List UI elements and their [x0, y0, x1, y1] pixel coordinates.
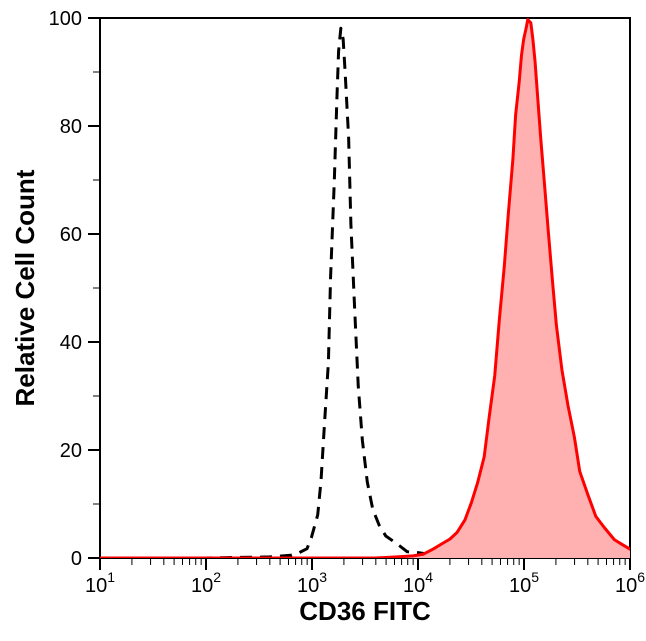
plot-svg: 101 102 103 104 105 106 CD36 FITC 0 20 40 60 80 100 R…: [0, 0, 646, 641]
y-tick-label: 0: [71, 548, 82, 570]
y-tick-label: 80: [60, 116, 82, 138]
x-tick-label: 104: [403, 569, 433, 597]
x-tick-label: 106: [615, 569, 645, 597]
x-tick-label: 101: [85, 569, 115, 597]
flow-cytometry-histogram: 101 102 103 104 105 106 CD36 FITC 0 20 40 60 80 100 R…: [0, 0, 646, 641]
x-tick-label: 105: [509, 569, 539, 597]
series-group: [100, 20, 631, 558]
x-tick-label: 103: [297, 569, 327, 597]
y-tick-label: 40: [60, 332, 82, 354]
y-tick-label: 20: [60, 440, 82, 462]
y-tick-label: 100: [49, 8, 82, 30]
y-tick-label: 60: [60, 224, 82, 246]
x-tick-label: 102: [191, 569, 221, 597]
x-axis-title: CD36 FITC: [299, 596, 431, 626]
y-axis-title: Relative Cell Count: [10, 169, 40, 406]
